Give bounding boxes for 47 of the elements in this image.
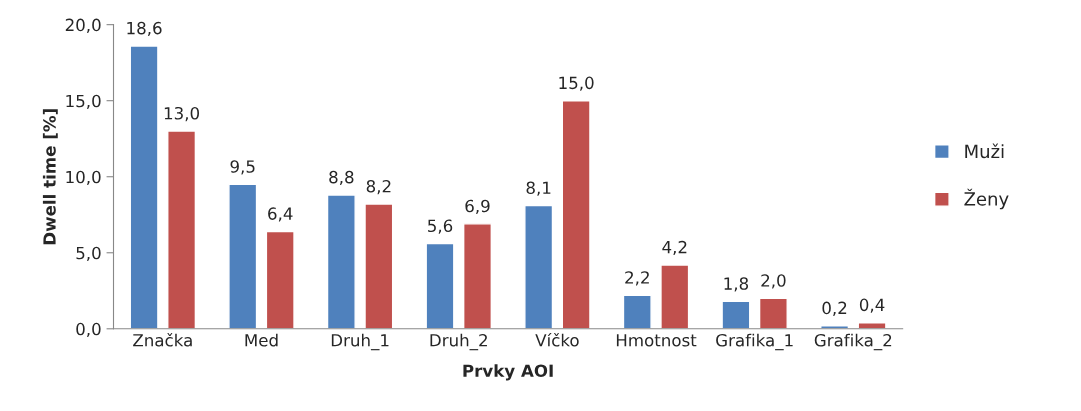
data-label: 2,2: [625, 271, 649, 286]
bar: [228, 183, 258, 329]
data-label: 13,0: [164, 106, 200, 122]
data-label: 6,4: [268, 207, 293, 222]
x-tick-label: Značka: [133, 332, 192, 347]
x-tick-label: Hmotnost: [616, 334, 697, 347]
data-label: 8,8: [329, 170, 354, 186]
bar: [660, 264, 690, 329]
legend-label: Muži: [965, 143, 1004, 159]
y-tick-label: 0,0: [76, 322, 101, 338]
data-label: 0,2: [822, 301, 847, 316]
y-tick-label: 15,0: [66, 94, 101, 109]
bar: [561, 99, 591, 329]
x-tick-label: Grafika_1: [716, 333, 793, 351]
bar: [721, 300, 751, 329]
data-label: 8,1: [526, 181, 551, 196]
data-label: 1,8: [724, 277, 749, 292]
bar: [758, 297, 788, 329]
x-tick-label: Víčko: [535, 332, 579, 347]
bar: [167, 130, 197, 329]
x-tick-label: Grafika_2: [814, 333, 892, 351]
x-tick-label: Med: [245, 333, 278, 347]
bar: [326, 194, 356, 329]
data-label: 0,4: [859, 298, 885, 313]
bar: [265, 230, 295, 329]
bar: [129, 45, 159, 329]
bar: [462, 223, 492, 329]
bar: [524, 204, 554, 329]
y-tick-label: 10,0: [66, 170, 101, 185]
y-axis-title: Dwell time [%]: [42, 109, 58, 245]
data-label: 5,6: [428, 219, 453, 234]
legend-label: Ženy: [964, 188, 1009, 210]
x-tick-label: Druh_1: [331, 333, 389, 351]
data-label: 15,0: [559, 76, 594, 91]
data-label: 8,2: [366, 179, 391, 195]
data-label: 4,2: [662, 240, 687, 256]
x-axis-title: Prvky AOI: [463, 364, 553, 381]
data-label: 2,0: [761, 274, 786, 289]
bar: [425, 242, 455, 329]
bar: [364, 203, 394, 329]
data-label: 9,5: [230, 160, 255, 175]
bar: [622, 294, 652, 329]
data-label: 18,6: [127, 21, 162, 37]
y-tick-label: 20,0: [65, 18, 101, 33]
y-tick-label: 5,0: [76, 246, 101, 262]
data-label: 6,9: [465, 199, 490, 215]
x-tick-label: Druh_2: [430, 333, 487, 351]
